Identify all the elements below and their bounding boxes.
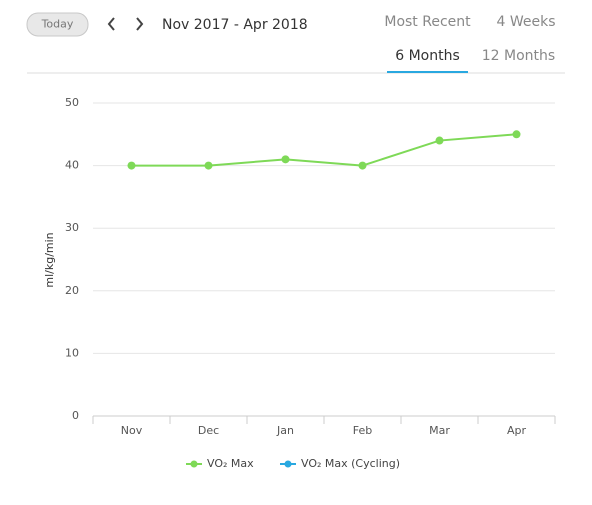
y-axis-label: ml/kg/min [43, 232, 56, 287]
next-arrow[interactable] [136, 17, 144, 31]
data-point [512, 130, 521, 139]
y-tick-label: 10 [65, 346, 79, 359]
tab[interactable]: 4 Weeks [496, 14, 555, 30]
data-point [204, 161, 213, 170]
data-point [127, 161, 136, 170]
tab[interactable]: Most Recent [384, 14, 471, 30]
today-button[interactable] [26, 12, 89, 37]
data-point [281, 155, 290, 164]
date-range: Nov 2017 - Apr 2018 [162, 17, 308, 33]
x-tick-label: Nov [121, 424, 143, 437]
x-tick-label: Mar [429, 424, 450, 437]
y-tick-label: 40 [65, 159, 79, 172]
legend-marker [190, 460, 198, 468]
today-label[interactable]: Today [41, 18, 74, 31]
legend-label: VO₂ Max [207, 457, 254, 470]
series-line [131, 133, 517, 167]
x-tick-label: Feb [353, 424, 372, 437]
y-tick-label: 30 [65, 221, 79, 234]
tab-underline [387, 71, 468, 73]
prev-arrow[interactable] [107, 17, 115, 31]
data-point [358, 161, 367, 170]
tab[interactable]: 6 Months [395, 48, 460, 64]
tab[interactable]: 12 Months [482, 48, 555, 64]
x-tick-label: Jan [276, 424, 294, 437]
x-tick-label: Dec [198, 424, 219, 437]
y-tick-label: 0 [72, 409, 79, 422]
legend-marker [284, 460, 292, 468]
data-point [435, 136, 444, 145]
legend-label: VO₂ Max (Cycling) [301, 457, 400, 470]
x-tick-label: Apr [507, 424, 527, 437]
y-tick-label: 20 [65, 284, 79, 297]
y-tick-label: 50 [65, 96, 79, 109]
